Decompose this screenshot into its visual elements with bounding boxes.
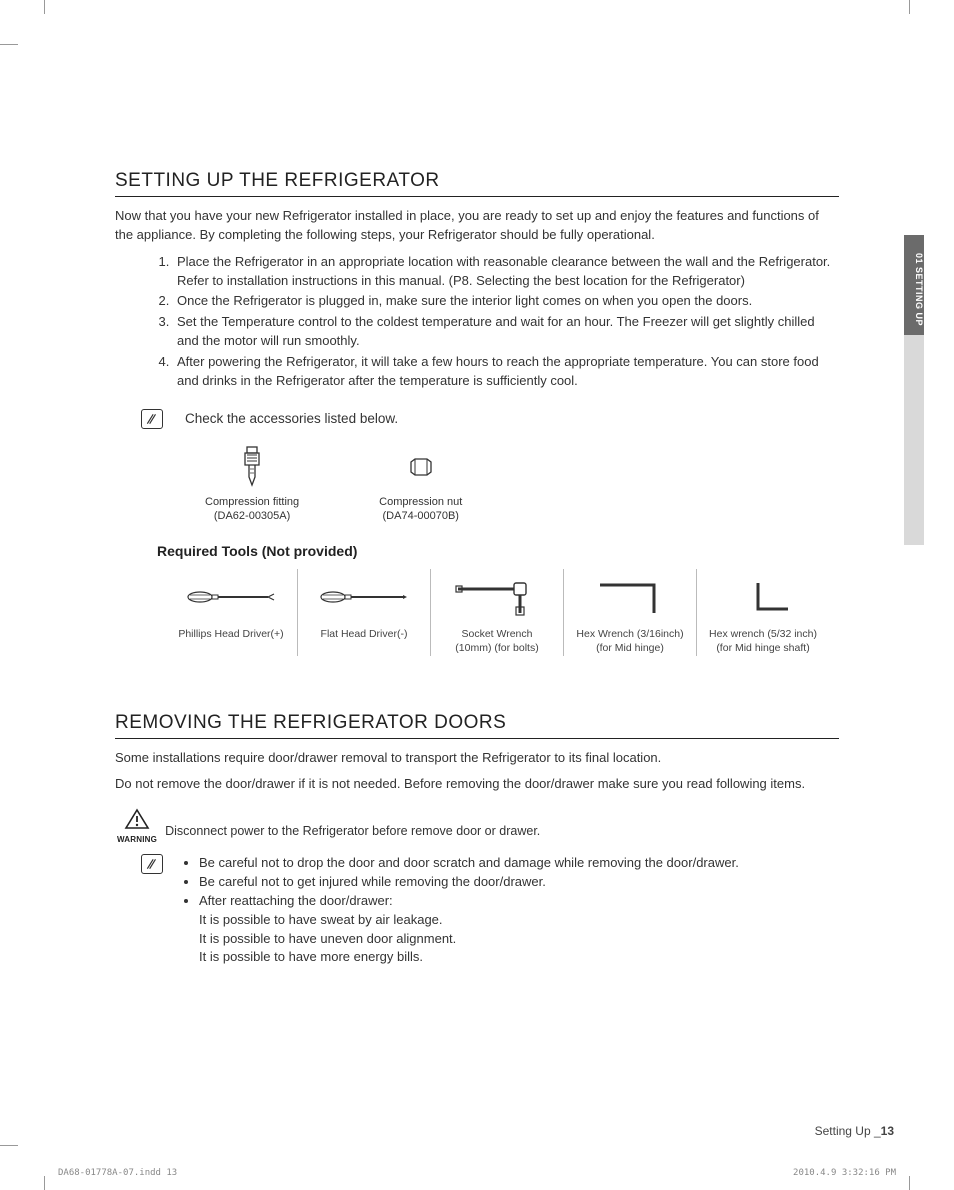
bullet-item: After reattaching the door/drawer: xyxy=(199,892,739,911)
warning-icon: WARNING xyxy=(117,808,157,844)
print-time-stamp: 2010.4.9 3:32:16 PM xyxy=(793,1168,896,1178)
note-icon xyxy=(141,409,163,429)
hex-wrench-532-icon xyxy=(703,573,823,621)
sub-bullet: It is possible to have more energy bills… xyxy=(199,948,739,967)
section2-intro1: Some installations require door/drawer r… xyxy=(115,749,839,768)
crop-mark xyxy=(0,1145,18,1146)
step-item: After powering the Refrigerator, it will… xyxy=(173,353,839,391)
tool-label: Socket Wrench xyxy=(437,627,557,641)
bullet-item: Be careful not to get injured while remo… xyxy=(199,873,739,892)
step-item: Set the Temperature control to the colde… xyxy=(173,313,839,351)
warning-row: WARNING Disconnect power to the Refriger… xyxy=(117,808,839,844)
sub-bullet: It is possible to have sweat by air leak… xyxy=(199,911,739,930)
section2-title: REMOVING THE REFRIGERATOR DOORS xyxy=(115,712,839,739)
caution-row: Be careful not to drop the door and door… xyxy=(141,854,839,967)
tool-cell: Socket Wrench (10mm) (for bolts) xyxy=(431,569,564,655)
crop-mark xyxy=(44,0,45,14)
page-body: SETTING UP THE REFRIGERATOR Now that you… xyxy=(60,50,894,1140)
print-file-stamp: DA68-01778A-07.indd 13 xyxy=(58,1168,177,1178)
compression-nut-icon xyxy=(379,443,462,491)
flathead-driver-icon xyxy=(304,573,424,621)
section1-steps: Place the Refrigerator in an appropriate… xyxy=(173,253,839,391)
footer-section: Setting Up _ xyxy=(815,1124,881,1138)
bullet-item: Be careful not to drop the door and door… xyxy=(199,854,739,873)
section2-intro2: Do not remove the door/drawer if it is n… xyxy=(115,775,839,794)
section1-title: SETTING UP THE REFRIGERATOR xyxy=(115,170,839,197)
note-text: Check the accessories listed below. xyxy=(185,411,398,426)
tool-cell: Hex Wrench (3/16inch) (for Mid hinge) xyxy=(564,569,697,655)
note-icon xyxy=(141,854,163,874)
tool-label: Phillips Head Driver(+) xyxy=(171,627,291,641)
tool-cell: Phillips Head Driver(+) xyxy=(165,569,298,655)
tools-row: Phillips Head Driver(+) Flat Head Driver… xyxy=(165,569,829,655)
note-row: Check the accessories listed below. xyxy=(141,409,839,429)
step-item: Place the Refrigerator in an appropriate… xyxy=(173,253,839,291)
tool-cell: Flat Head Driver(-) xyxy=(298,569,431,655)
accessory-name: Compression fitting xyxy=(205,495,299,509)
crop-mark xyxy=(0,44,18,45)
tools-heading: Required Tools (Not provided) xyxy=(157,543,839,559)
tool-label: Flat Head Driver(-) xyxy=(304,627,424,641)
side-tab-label: 01 SETTING UP xyxy=(904,253,924,326)
footer-page-number: 13 xyxy=(881,1124,894,1138)
accessory-item: Compression fitting (DA62-00305A) xyxy=(205,443,299,524)
step-item: Once the Refrigerator is plugged in, mak… xyxy=(173,292,839,311)
section1-intro: Now that you have your new Refrigerator … xyxy=(115,207,839,245)
accessory-part: (DA74-00070B) xyxy=(379,509,462,523)
warning-text: Disconnect power to the Refrigerator bef… xyxy=(165,824,540,844)
caution-bullets: Be careful not to drop the door and door… xyxy=(181,854,739,967)
compression-fitting-icon xyxy=(205,443,299,491)
crop-mark xyxy=(909,1176,910,1190)
warning-label: WARNING xyxy=(117,835,157,844)
hex-wrench-316-icon xyxy=(570,573,690,621)
sub-bullet: It is possible to have uneven door align… xyxy=(199,930,739,949)
tool-label2: (10mm) (for bolts) xyxy=(437,641,557,655)
tool-cell: Hex wrench (5/32 inch) (for Mid hinge sh… xyxy=(697,569,829,655)
tool-label: Hex Wrench (3/16inch) xyxy=(570,627,690,641)
crop-mark xyxy=(909,0,910,14)
accessory-name: Compression nut xyxy=(379,495,462,509)
page-footer: Setting Up _13 xyxy=(815,1124,894,1138)
phillips-driver-icon xyxy=(171,573,291,621)
side-tab: 01 SETTING UP xyxy=(904,235,924,545)
socket-wrench-icon xyxy=(437,573,557,621)
accessories-row: Compression fitting (DA62-00305A) Compre… xyxy=(205,443,839,524)
crop-mark xyxy=(44,1176,45,1190)
tool-label2: (for Mid hinge shaft) xyxy=(703,641,823,655)
tool-label2: (for Mid hinge) xyxy=(570,641,690,655)
accessory-part: (DA62-00305A) xyxy=(205,509,299,523)
accessory-item: Compression nut (DA74-00070B) xyxy=(379,443,462,524)
tool-label: Hex wrench (5/32 inch) xyxy=(703,627,823,641)
